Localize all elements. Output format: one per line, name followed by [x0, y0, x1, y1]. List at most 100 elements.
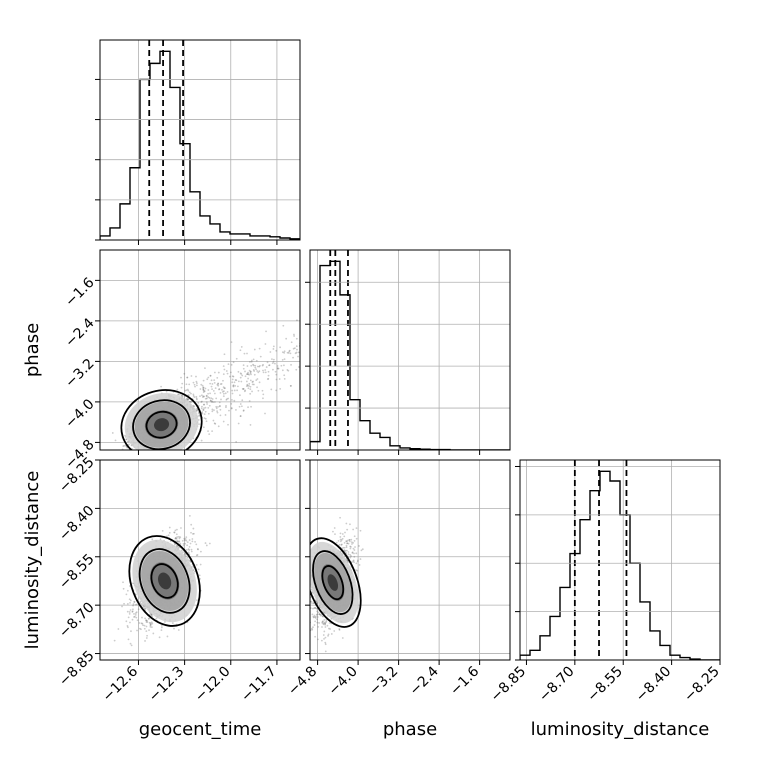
- sample-point: [252, 364, 255, 367]
- sample-point: [353, 549, 356, 551]
- sample-point: [262, 371, 265, 374]
- sample-point: [288, 349, 291, 352]
- sample-point: [132, 451, 134, 453]
- sample-point: [203, 417, 206, 420]
- sample-point: [305, 594, 307, 596]
- sample-point: [131, 610, 134, 613]
- panel-content: [100, 40, 300, 240]
- sample-point: [207, 412, 210, 415]
- sample-point: [196, 407, 198, 410]
- sample-point: [240, 405, 243, 408]
- sample-point: [146, 621, 149, 623]
- sample-point: [174, 536, 177, 539]
- sample-point: [122, 587, 125, 590]
- sample-point: [180, 376, 182, 379]
- sample-point: [174, 529, 177, 532]
- sample-point: [179, 393, 181, 396]
- sample-point: [251, 390, 253, 393]
- sample-point: [222, 386, 225, 389]
- sample-point: [126, 451, 128, 453]
- sample-point: [292, 356, 294, 359]
- sample-point: [236, 389, 239, 392]
- sample-point: [131, 452, 133, 454]
- sample-point: [290, 384, 292, 387]
- sample-point: [128, 598, 131, 601]
- sample-point: [223, 353, 226, 356]
- sample-point: [149, 623, 152, 625]
- sample-point: [180, 527, 182, 529]
- sample-point: [211, 430, 214, 433]
- sample-point: [283, 364, 285, 367]
- sample-point: [203, 413, 206, 416]
- sample-point: [289, 352, 292, 355]
- sample-point: [314, 620, 317, 623]
- sample-point: [349, 545, 352, 548]
- sample-point: [249, 392, 252, 395]
- sample-point: [177, 546, 180, 549]
- sample-point: [231, 392, 234, 395]
- sample-point: [128, 611, 131, 613]
- sample-point: [233, 381, 236, 384]
- sample-point: [114, 439, 117, 442]
- sample-point: [275, 373, 278, 376]
- sample-point: [236, 385, 239, 388]
- sample-point: [238, 405, 241, 408]
- sample-point: [133, 615, 136, 618]
- sample-point: [124, 434, 127, 437]
- sample-point: [226, 390, 229, 393]
- sample-point: [117, 628, 120, 630]
- sample-point: [205, 394, 208, 397]
- sample-point: [185, 383, 188, 386]
- sample-point: [200, 383, 203, 386]
- sample-point: [249, 424, 252, 426]
- sample-point: [207, 406, 210, 409]
- sample-point: [256, 365, 259, 368]
- sample-point: [267, 377, 270, 380]
- sample-point: [226, 372, 229, 375]
- sample-point: [221, 388, 223, 391]
- sample-point: [354, 546, 356, 548]
- sample-point: [339, 516, 341, 519]
- sample-point: [315, 614, 318, 616]
- sample-point: [339, 532, 342, 535]
- sample-point: [347, 542, 350, 545]
- sample-point: [307, 583, 309, 585]
- sample-point: [142, 624, 144, 627]
- sample-point: [191, 540, 194, 543]
- sample-point: [300, 603, 302, 605]
- density-level-3: [154, 418, 170, 432]
- y-tick-label: −8.85: [56, 648, 98, 690]
- sample-point: [274, 370, 277, 373]
- panel-content: [310, 250, 510, 450]
- sample-point: [204, 397, 207, 400]
- sample-point: [196, 382, 198, 385]
- sample-point: [338, 628, 341, 630]
- sample-point: [258, 370, 261, 373]
- sample-point: [216, 376, 219, 379]
- sample-point: [205, 420, 208, 423]
- sample-point: [133, 452, 135, 454]
- sample-point: [245, 373, 248, 376]
- sample-point: [181, 394, 183, 397]
- sample-point: [126, 625, 129, 627]
- sample-point: [187, 551, 190, 554]
- sample-point: [215, 397, 218, 400]
- sample-point: [164, 455, 166, 457]
- sample-point: [144, 607, 147, 610]
- sample-point: [202, 395, 205, 398]
- sample-point: [244, 370, 246, 373]
- sample-point: [305, 340, 307, 342]
- sample-point: [195, 384, 198, 387]
- sample-point: [251, 383, 254, 386]
- sample-point: [308, 378, 310, 380]
- sample-point: [132, 608, 134, 611]
- sample-point: [146, 619, 148, 622]
- sample-point: [192, 381, 195, 384]
- sample-point: [202, 403, 205, 406]
- sample-point: [262, 363, 264, 366]
- sample-point: [132, 462, 134, 464]
- y-tick-label: −4.0: [62, 396, 97, 431]
- sample-point: [237, 370, 240, 373]
- sample-point: [242, 364, 245, 367]
- histogram-geocent_time: [100, 50, 300, 240]
